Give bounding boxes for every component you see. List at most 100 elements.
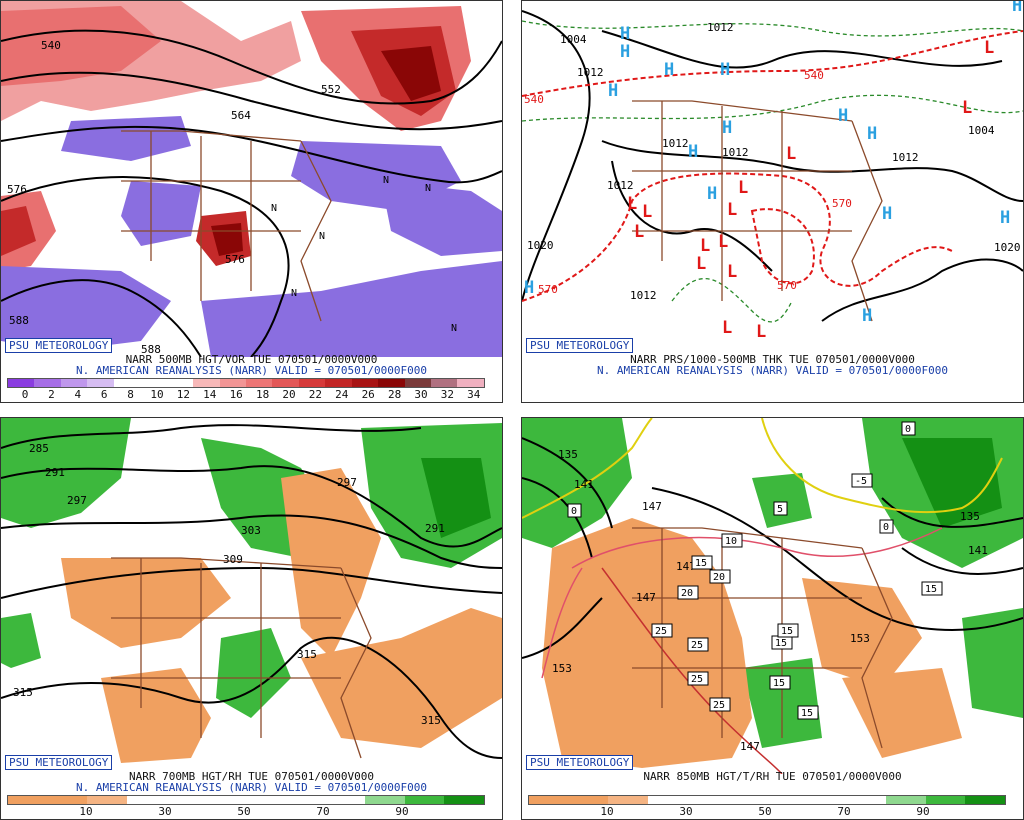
n-mark: N	[425, 183, 431, 194]
height-contour	[1, 125, 502, 184]
vorticity-fill	[1, 6, 161, 86]
temperature-label: 10	[725, 536, 737, 547]
contour-label: 153	[850, 632, 870, 645]
color-scale-step	[444, 796, 485, 804]
map-valid-line: N. AMERICAN REANALYSIS (NARR) VALID = 07…	[76, 781, 427, 794]
temperature-label: 15	[773, 678, 785, 689]
rh-fill	[301, 608, 502, 748]
thickness-label: 570	[777, 279, 797, 292]
rh-fill	[281, 468, 381, 658]
contour-label: 315	[13, 686, 33, 699]
n-mark: N	[451, 323, 457, 334]
scale-tick-label: 50	[237, 805, 251, 818]
color-scale-step	[568, 796, 609, 804]
contour-label: 576	[225, 253, 245, 266]
color-scale-step	[8, 796, 48, 804]
contour-label: 309	[223, 553, 243, 566]
contour-label: 147	[740, 740, 760, 753]
map-title: NARR 700MB HGT/RH TUE 070501/0000V000	[128, 770, 375, 783]
scale-tick-label: 50	[758, 805, 772, 818]
contour-label: 540	[41, 39, 61, 52]
vorticity-fill	[61, 116, 191, 161]
color-scale-step	[206, 796, 247, 804]
temperature-box-label: 20	[709, 569, 731, 584]
color-scale-step	[47, 796, 88, 804]
thickness-label: 570	[538, 283, 558, 296]
map-700mb-rh: 285 291 297 303 309 297 291 315 315 315	[1, 418, 502, 763]
high-pressure-marker: H	[524, 278, 534, 298]
panel-700mb-rh: 285 291 297 303 309 297 291 315 315 315 …	[0, 417, 503, 820]
low-pressure-marker: L	[634, 222, 644, 242]
contour-label: 297	[337, 476, 357, 489]
map-surface-pressure-thickness: 1004 1012 1012 1012 1012 1020 1012 1004 …	[522, 1, 1023, 342]
scale-tick-label: 10	[150, 388, 164, 401]
dashed-contour	[522, 94, 1023, 122]
high-pressure-marker: H	[620, 24, 630, 44]
panel-850mb-temp-rh: 135 141 147 147 147 153 153 135 141 147 …	[521, 417, 1024, 820]
contour-label: 588	[141, 343, 161, 356]
color-scale-step	[608, 796, 649, 804]
rh-fill	[752, 473, 812, 528]
scale-tick-label: 0	[21, 388, 29, 401]
temperature-label: 0	[883, 522, 889, 533]
rh-scale-ticks: 10 30 50 70 90	[528, 805, 1004, 818]
temperature-label: 15	[775, 638, 787, 649]
color-scale-step	[127, 796, 167, 804]
low-pressure-marker: L	[727, 200, 737, 220]
scale-tick-label: 18	[255, 388, 270, 401]
panel-500mb-vorticity: 540 552 564 576 576 588 588 N N N N N N …	[0, 0, 503, 403]
isobar-label: 1012	[707, 21, 734, 34]
low-pressure-marker: L	[984, 38, 994, 58]
rh-fill	[101, 668, 211, 763]
rh-fill	[962, 608, 1023, 718]
temperature-contour	[541, 567, 583, 679]
color-scale-step	[965, 796, 1006, 804]
scale-tick-label: 22	[308, 388, 323, 401]
temperature-label: 25	[691, 640, 703, 651]
color-scale-step	[846, 796, 887, 804]
rh-fill	[216, 628, 291, 718]
contour-label: 285	[29, 442, 49, 455]
isobar-label: 1020	[527, 239, 554, 252]
map-850mb-temp-rh: 135 141 147 147 147 153 153 135 141 147	[522, 418, 1023, 774]
contour-label: 315	[297, 648, 317, 661]
temperature-label: 5	[777, 504, 783, 515]
rh-fill	[421, 458, 491, 538]
color-scale-step	[325, 796, 366, 804]
contour-label: 147	[642, 500, 662, 513]
scale-tick-label: 70	[316, 805, 330, 818]
isobar	[601, 30, 1003, 69]
vorticity-color-scale	[7, 378, 485, 388]
freezing-line	[761, 418, 1003, 514]
temperature-label: 20	[713, 572, 725, 583]
temperature-box-label: 15	[771, 635, 793, 650]
contour-label: 135	[558, 448, 578, 461]
isobar-label: 1012	[630, 289, 657, 302]
color-scale-step	[404, 796, 445, 804]
color-scale-step	[431, 379, 458, 387]
low-pressure-marker: L	[627, 194, 637, 214]
contour-label: 564	[231, 109, 251, 122]
vorticity-fill	[381, 46, 441, 101]
temperature-box-label: 15	[777, 623, 799, 638]
vorticity-fill	[201, 261, 502, 357]
contour-label: 291	[45, 466, 65, 479]
isobar-label: 1012	[577, 66, 604, 79]
contour-label: 576	[7, 183, 27, 196]
color-scale-step	[529, 796, 569, 804]
high-pressure-marker: H	[1012, 1, 1022, 16]
scale-tick-label: 30	[158, 805, 172, 818]
temperature-box-label: 0	[901, 421, 916, 436]
scale-tick-label: 16	[229, 388, 243, 401]
contour-label: 141	[968, 544, 988, 557]
color-scale-step	[166, 379, 194, 387]
scale-tick-label: 6	[100, 388, 108, 401]
vorticity-scale-ticks: 0 2 4 6 8 10 12 14 16 18 20 22 24 26 28 30 32 34	[7, 388, 483, 401]
contour-label: 135	[960, 510, 980, 523]
temperature-box-label: 0	[567, 503, 582, 518]
rh-fill	[61, 558, 231, 648]
psu-meteorology-badge: PSU METEOROLOGY	[5, 338, 113, 353]
dashed-contour	[671, 278, 793, 323]
scale-tick-label: 32	[440, 388, 455, 401]
